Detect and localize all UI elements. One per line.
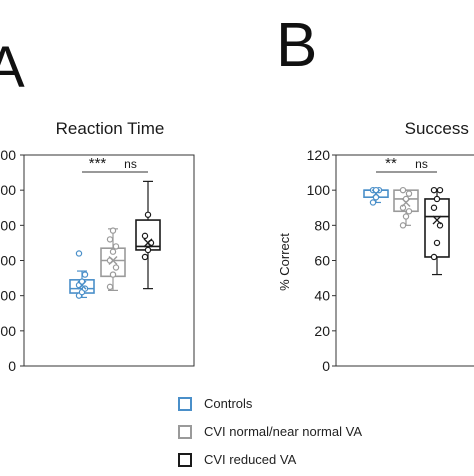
significance-label: ** (385, 155, 397, 172)
significance-label: ns (415, 157, 428, 171)
y-tick-label: 80 (314, 217, 330, 233)
y-tick-label: 1200 (0, 147, 16, 163)
box-group-cvi-normal-near-normal-va (393, 186, 419, 229)
mean-marker (371, 189, 381, 199)
data-point (109, 227, 117, 234)
data-point (369, 199, 377, 206)
box-group-controls (363, 186, 389, 206)
data-point (141, 253, 149, 261)
box-group-cvi-normal-near-normal-va (100, 227, 126, 291)
data-point (433, 239, 441, 247)
data-point (75, 250, 83, 257)
box-group-cvi-reduced-va (135, 180, 161, 290)
data-point (81, 271, 89, 278)
legend-swatch-controls (178, 397, 192, 411)
y-axis-label: % Correct (277, 233, 292, 291)
data-point (430, 186, 438, 194)
legend: Controls CVI normal/near normal VA CVI r… (178, 392, 474, 476)
chart-title: Success Ra (405, 119, 474, 138)
y-tick-label: 600 (0, 253, 16, 269)
y-tick-label: 0 (322, 358, 330, 374)
y-tick-label: 120 (307, 147, 331, 163)
y-tick-label: 60 (314, 253, 330, 269)
data-point (112, 243, 120, 250)
chart-title: Reaction Time (56, 119, 165, 138)
legend-label-cvi-normal: CVI normal/near normal VA (204, 424, 362, 439)
data-point (106, 283, 114, 291)
y-tick-label: 20 (314, 323, 330, 339)
significance-label: *** (89, 155, 107, 172)
data-point (402, 213, 410, 220)
data-point (436, 186, 444, 194)
mean-marker (401, 197, 411, 207)
chart-reaction-time: Reaction Time 0 200 400 600 800 1000 1200 *** ns (0, 119, 195, 374)
chart-success-rate: Success Ra 0 20 40 60 80 100 120 % Correct ** ns (277, 119, 474, 374)
data-point (405, 190, 413, 197)
legend-item-cvi-reduced: CVI reduced VA (178, 448, 474, 476)
y-tick-label: 400 (0, 288, 16, 304)
y-tick-label: 40 (314, 288, 330, 304)
data-point (141, 232, 149, 240)
legend-swatch-cvi-reduced (178, 453, 192, 467)
legend-label-controls: Controls (204, 396, 253, 411)
data-point (144, 211, 152, 218)
mean-marker (432, 215, 442, 225)
y-tick-label: 0 (8, 358, 16, 374)
data-point (433, 195, 441, 203)
data-point (112, 264, 120, 271)
y-tick-label: 100 (307, 182, 331, 198)
data-point (109, 248, 117, 255)
y-tick-label: 800 (0, 217, 16, 233)
data-point (399, 222, 407, 229)
mean-marker (77, 280, 87, 290)
data-point (430, 253, 438, 261)
legend-label-cvi-reduced: CVI reduced VA (204, 452, 297, 467)
data-point (405, 208, 413, 215)
data-point (109, 271, 117, 278)
data-point (144, 246, 152, 254)
y-tick-label: 1000 (0, 182, 16, 198)
legend-item-cvi-normal: CVI normal/near normal VA (178, 420, 474, 448)
legend-item-controls: Controls (178, 392, 474, 420)
panel-label-a: A (0, 35, 25, 100)
panel-label-b: B (276, 11, 318, 80)
data-point (430, 204, 438, 211)
significance-label: ns (124, 157, 137, 171)
data-point (399, 186, 407, 194)
y-tick-label: 200 (0, 323, 16, 339)
data-point (106, 236, 114, 243)
legend-swatch-cvi-normal (178, 425, 192, 439)
box-group-controls (69, 250, 95, 299)
mean-marker (143, 238, 153, 248)
mean-marker (108, 256, 118, 265)
plot-frame (335, 154, 474, 367)
box-group-cvi-reduced-va (424, 186, 450, 276)
